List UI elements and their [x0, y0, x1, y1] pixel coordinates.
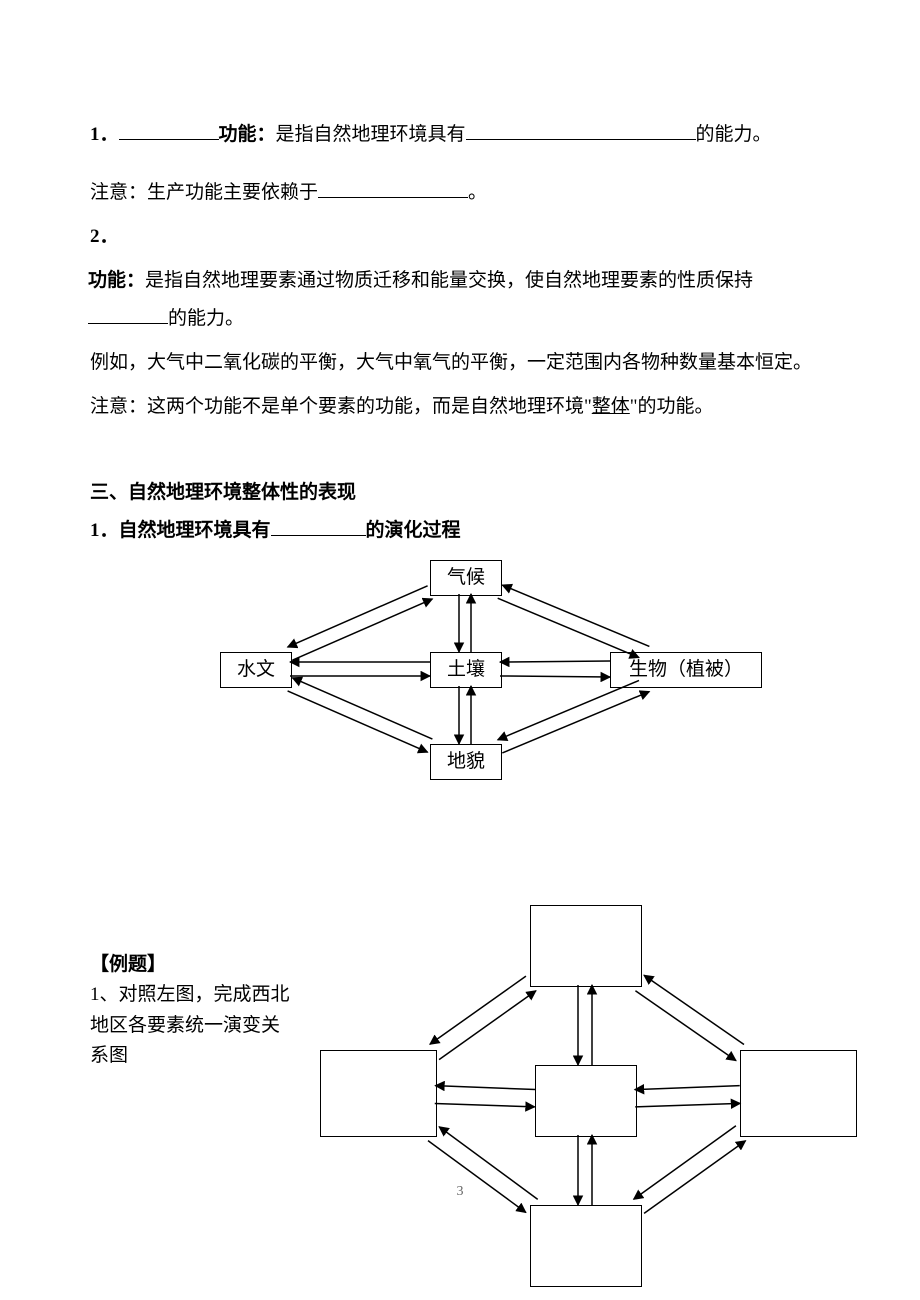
note-1: 注意：生产功能主要依赖于 。: [90, 174, 830, 212]
func-label-2: 功能：: [88, 270, 145, 291]
note-2: 注意：这两个功能不是单个要素的功能，而是自然地理环境"整体"的功能。: [90, 388, 830, 426]
example-text: 例如，大气中二氧化碳的平衡，大气中氧气的平衡，一定范围内各物种数量基本恒定。: [90, 352, 812, 373]
blank-3: [318, 178, 468, 198]
example-block: 【例题】 1、对照左图，完成西北地区各要素统一演变关系图: [90, 950, 290, 1072]
example-line: 例如，大气中二氧化碳的平衡，大气中氧气的平衡，一定范围内各物种数量基本恒定。: [90, 344, 830, 382]
example-body: 1、对照左图，完成西北地区各要素统一演变关系图: [90, 980, 290, 1071]
sub-1: 1．自然地理环境具有 的演化过程: [90, 512, 830, 550]
body-1: 是指自然地理环境具有: [276, 124, 466, 145]
item-2-num: 2．: [90, 218, 830, 256]
main-content: 1．功能：是指自然地理环境具有的能力。 注意：生产功能主要依赖于。 2． 功能：…: [0, 0, 920, 780]
sub1-b: 的演化过程: [366, 520, 461, 541]
num-2: 2．: [90, 226, 119, 247]
func-label-1: 功能：: [219, 124, 276, 145]
arrows-layer: [150, 560, 770, 780]
note2-underline: 整体: [592, 396, 630, 417]
arrows-layer: [300, 905, 860, 1285]
note2-a: 注意：这两个功能不是单个要素的功能，而是自然地理环境": [90, 396, 592, 417]
page-number: 3: [0, 1184, 920, 1200]
blank-2: [466, 120, 696, 140]
example-title: 【例题】: [90, 950, 290, 980]
tail-2: 的能力。: [168, 308, 244, 329]
body-2: 是指自然地理要素通过物质迁移和能量交换，使自然地理要素的性质保持: [145, 270, 753, 291]
num-1: 1．: [90, 124, 119, 145]
diagram-2: [300, 905, 860, 1285]
sub1-a: 1．自然地理环境具有: [90, 520, 271, 541]
tail-1: 的能力。: [696, 124, 772, 145]
blank-1: [119, 120, 219, 140]
blank-4: [88, 304, 168, 324]
note2-b: "的功能。: [630, 396, 714, 417]
note1-suffix: 。: [468, 182, 487, 203]
item-1: 1． 功能：是指自然地理环境具有 的能力。: [90, 116, 830, 154]
note1-prefix: 注意：生产功能主要依赖于: [90, 182, 318, 203]
item-2: 功能：是指自然地理要素通过物质迁移和能量交换，使自然地理要素的性质保持的能力。: [88, 262, 830, 338]
section-3-title: 三、自然地理环境整体性的表现: [90, 474, 830, 512]
diagram-1: 气候土壤地貌水文生物（植被）: [150, 560, 770, 780]
blank-5: [271, 516, 366, 536]
